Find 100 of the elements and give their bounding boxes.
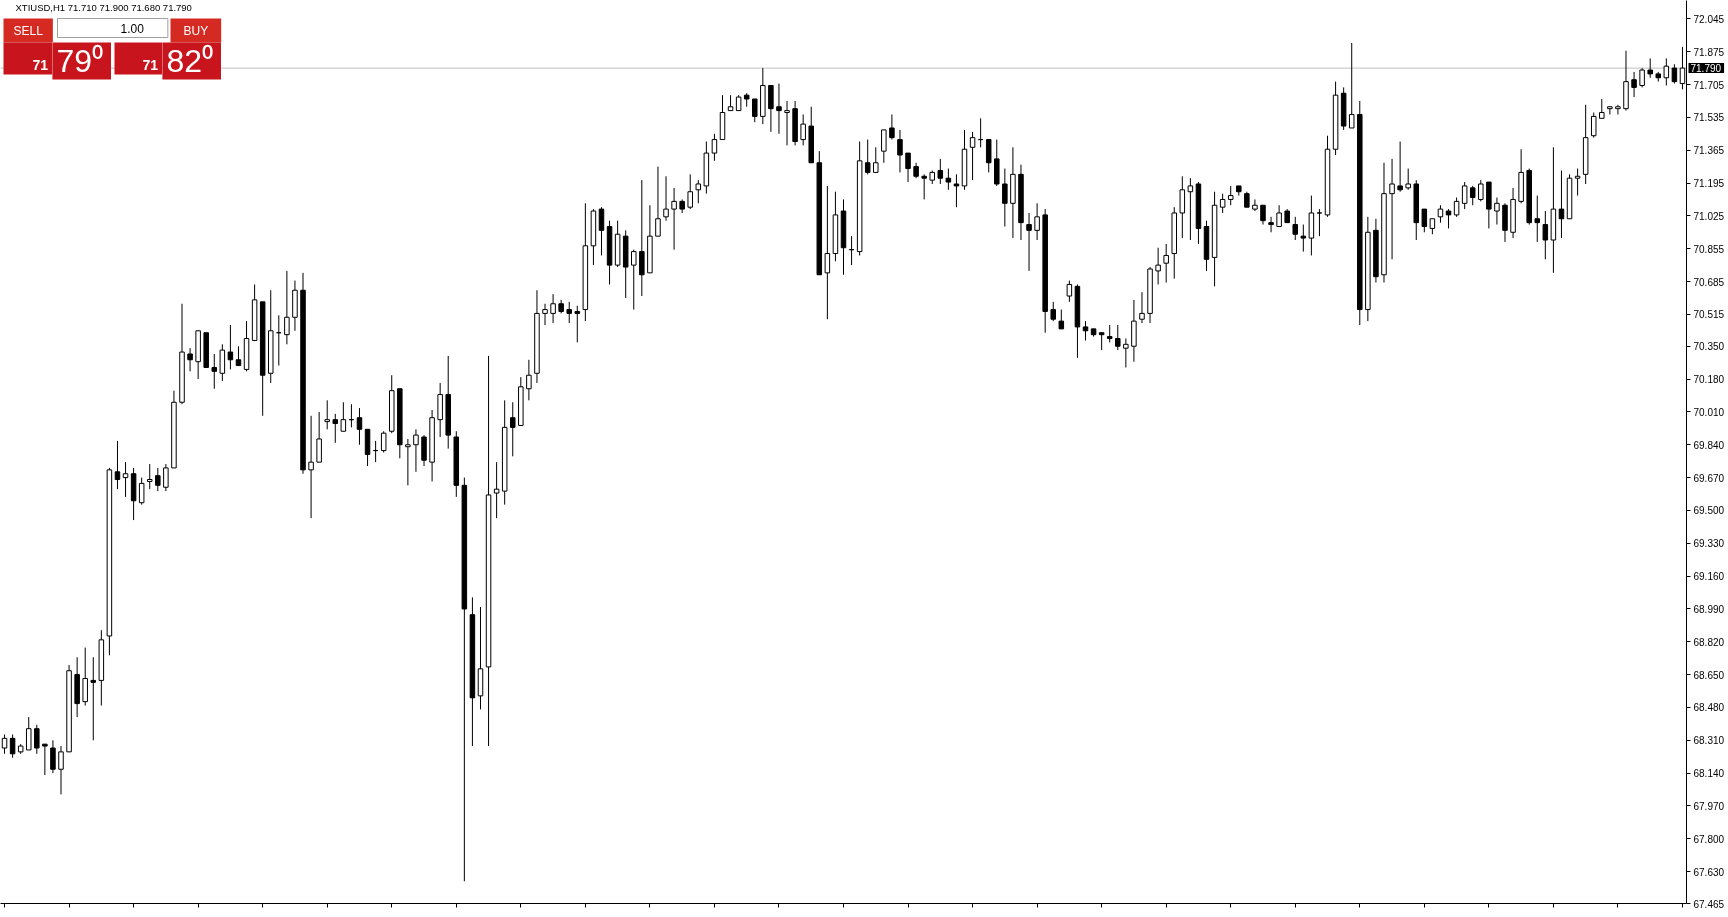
candlestick <box>1461 181 1468 210</box>
candlestick <box>1034 202 1040 241</box>
candlestick <box>413 428 419 473</box>
candlestick <box>1219 193 1226 214</box>
y-tick-label: 67.630 <box>1693 866 1725 878</box>
y-tick-label: 70.855 <box>1693 243 1725 255</box>
candlestick <box>356 407 363 446</box>
candlestick <box>1421 208 1428 233</box>
y-tick-label: 69.500 <box>1693 505 1725 517</box>
candlestick <box>824 185 831 320</box>
candlestick <box>235 345 242 367</box>
candlestick <box>163 463 169 492</box>
y-tick-label: 68.480 <box>1693 702 1725 714</box>
candlestick <box>211 353 218 390</box>
candlestick <box>768 84 774 133</box>
y-tick-label: 69.670 <box>1693 472 1725 484</box>
y-tick-label: 69.840 <box>1693 439 1725 451</box>
y-tick-label: 68.310 <box>1693 735 1725 747</box>
candlestick <box>1389 158 1395 260</box>
candlestick <box>1139 291 1145 324</box>
y-tick-label: 71.705 <box>1693 79 1725 91</box>
candlestick <box>1050 301 1056 322</box>
y-tick-label: 70.515 <box>1693 309 1725 321</box>
candlestick <box>380 430 387 453</box>
candlestick <box>340 401 347 432</box>
candlestick <box>752 98 758 123</box>
candlestick <box>509 401 516 457</box>
candlestick <box>284 270 290 345</box>
candlestick <box>1534 195 1541 243</box>
y-tick-label: 67.800 <box>1693 833 1725 845</box>
candlestick <box>1397 141 1403 193</box>
candlestick <box>34 724 40 755</box>
y-tick-label: 70.010 <box>1693 406 1725 418</box>
candlestick <box>1615 104 1621 115</box>
candlestick <box>1590 112 1597 139</box>
candlestick <box>1058 309 1065 330</box>
candlestick <box>1639 67 1645 88</box>
candlestick <box>1268 216 1274 233</box>
candlestick <box>42 743 48 776</box>
candlestick <box>526 359 532 401</box>
candlestick <box>1607 106 1613 115</box>
candlestick <box>937 158 944 185</box>
candlestick <box>138 477 145 506</box>
candlestick <box>1494 197 1500 226</box>
y-tick-label: 69.330 <box>1693 538 1725 550</box>
candlestick <box>1647 57 1653 79</box>
y-tick-label: 71.535 <box>1693 112 1725 124</box>
candlestick <box>945 168 952 191</box>
candlestick <box>1002 168 1008 227</box>
candlestick <box>687 173 693 210</box>
annotation: 71 79⁰ <box>32 42 103 79</box>
candlestick <box>889 113 895 141</box>
annotation: 1.00 <box>120 21 145 36</box>
candlestick <box>1558 169 1565 239</box>
candlestick <box>695 179 702 204</box>
candlestick <box>1348 42 1355 129</box>
candlestick <box>114 440 121 490</box>
candlestick <box>50 739 56 774</box>
candlestick <box>82 647 88 707</box>
candlestick <box>1316 208 1323 237</box>
y-tick-label: 71.025 <box>1693 210 1725 222</box>
candlestick <box>1 733 8 755</box>
candlestick <box>90 656 97 741</box>
candlestick <box>985 139 992 173</box>
candlestick <box>1227 185 1234 206</box>
candlestick <box>1276 204 1282 227</box>
candlestick <box>146 463 153 490</box>
candlestick <box>1187 177 1194 241</box>
y-tick-label: 70.685 <box>1693 276 1725 288</box>
annotation: BUY <box>183 23 209 38</box>
candlestick <box>631 249 637 311</box>
y-tick-label: 71.365 <box>1693 145 1725 157</box>
y-tick-label: 71.195 <box>1693 178 1725 190</box>
candlestick <box>25 716 32 751</box>
candlestick <box>897 129 903 173</box>
candlestick <box>421 434 427 467</box>
y-tick-label: 68.140 <box>1693 768 1725 780</box>
y-tick-label: 70.350 <box>1693 341 1725 353</box>
candlestick <box>881 129 887 164</box>
candlestick <box>711 133 718 162</box>
candlestick <box>542 303 548 326</box>
chart-title: XTIUSD,H1 71.710 71.900 71.680 71.790 <box>15 1 192 13</box>
candlestick <box>1155 247 1161 285</box>
candlestick <box>1026 212 1032 272</box>
candlestick <box>1066 280 1073 303</box>
candlestick <box>639 179 645 297</box>
y-tick-label: 67.970 <box>1693 800 1725 812</box>
candlestick <box>324 399 330 430</box>
candlestick <box>1260 204 1266 226</box>
candlestick <box>1478 179 1484 202</box>
candlestick <box>566 301 572 324</box>
candlestick <box>493 461 500 519</box>
candlestick <box>1179 175 1186 239</box>
candlestick <box>776 83 782 135</box>
candlestick <box>219 343 226 382</box>
candlestick <box>187 347 193 372</box>
y-tick-label: 70.180 <box>1693 374 1725 386</box>
y-tick-label: 67.465 <box>1693 898 1725 910</box>
y-tick-label: 68.650 <box>1693 669 1725 681</box>
candlestick <box>1163 243 1169 284</box>
